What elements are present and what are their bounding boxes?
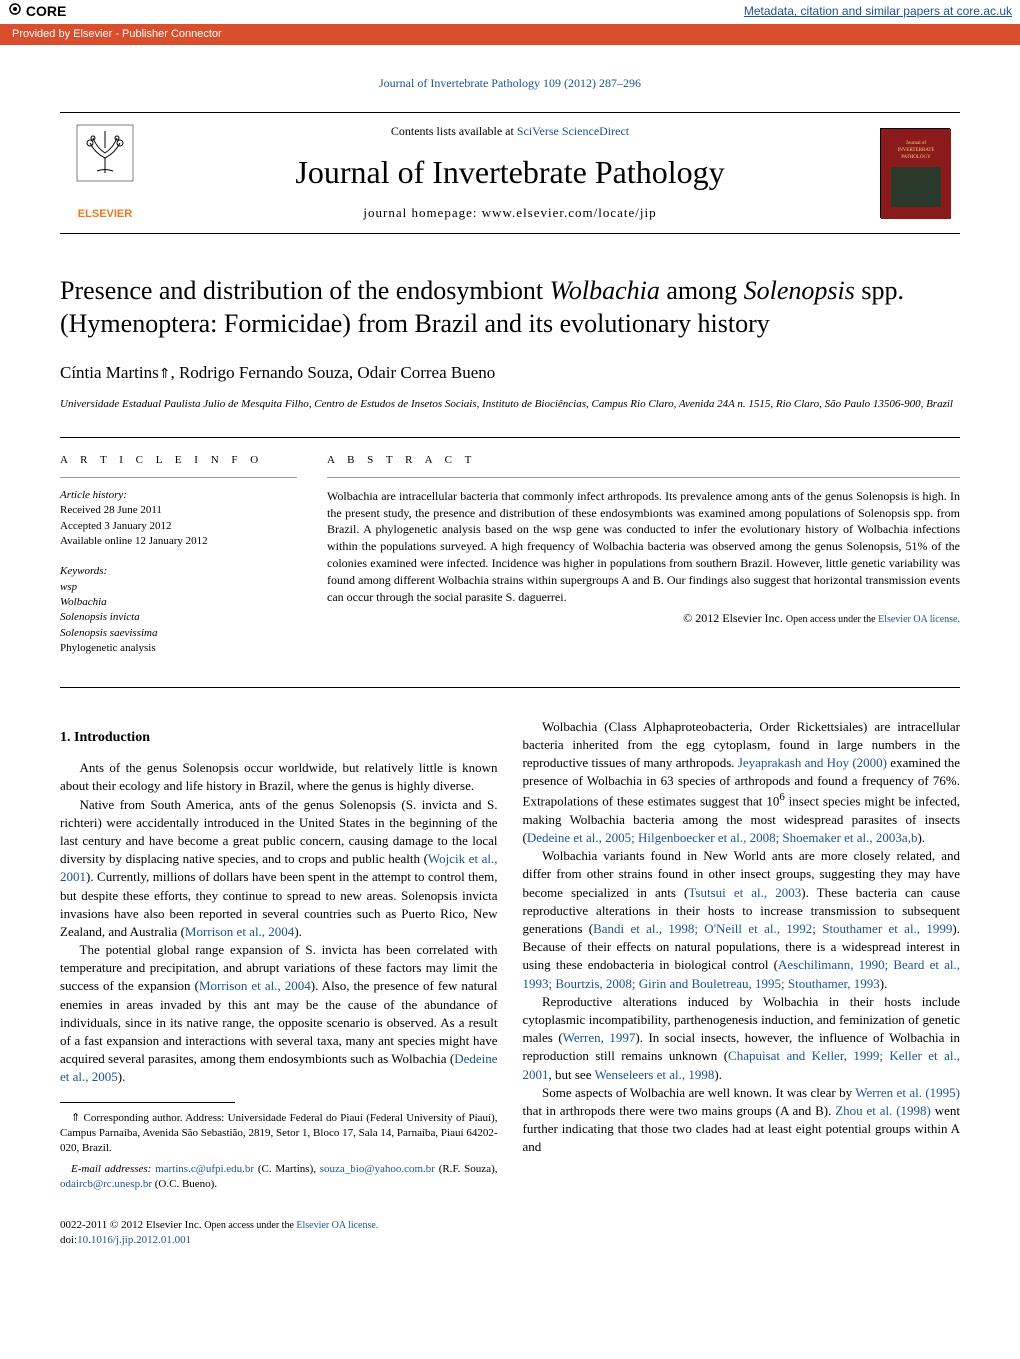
email-footnote: E-mail addresses: martins.c@ufpi.edu.br … xyxy=(60,1162,498,1193)
journal-reference: Journal of Invertebrate Pathology 109 (2… xyxy=(60,75,960,92)
keywords: Keywords: wsp Wolbachia Solenopsis invic… xyxy=(60,564,297,656)
core-bar: CORE Metadata, citation and similar pape… xyxy=(0,0,1020,24)
journal-cover-box: Journal of INVERTEBRATE PATHOLOGY xyxy=(870,113,960,233)
article-info-header: A R T I C L E I N F O xyxy=(60,453,297,477)
cite-link[interactable]: Wenseleers et al., 1998 xyxy=(594,1067,714,1082)
abstract-header: A B S T R A C T xyxy=(327,453,960,477)
p3: The potential global range expansion of … xyxy=(60,941,498,1087)
svg-text:INVERTEBRATE: INVERTEBRATE xyxy=(898,148,935,153)
elsevier-tree-icon xyxy=(75,123,135,183)
rp1: Wolbachia (Class Alphaproteobacteria, Or… xyxy=(523,718,961,848)
cite-link[interactable]: Morrison et al., 2004 xyxy=(185,924,294,939)
p2: Native from South America, ants of the g… xyxy=(60,796,498,942)
rp4: Some aspects of Wolbachia are well known… xyxy=(523,1084,961,1157)
elsevier-logo-box: ELSEVIER xyxy=(60,113,150,233)
bottom-license-link[interactable]: Elsevier OA license. xyxy=(296,1220,378,1231)
abstract-text: Wolbachia are intracellular bacteria tha… xyxy=(327,488,960,606)
svg-text:Journal of: Journal of xyxy=(906,141,926,146)
affiliation: Universidade Estadual Paulista Julio de … xyxy=(60,397,960,412)
provided-by-bar: Provided by Elsevier - Publisher Connect… xyxy=(0,24,1020,45)
license-link[interactable]: Elsevier OA license. xyxy=(878,614,960,625)
intro-heading: 1. Introduction xyxy=(60,728,498,748)
corresponding-footnote: ⇑ Corresponding author. Address: Univers… xyxy=(60,1111,498,1157)
info-abstract-row: A R T I C L E I N F O Article history: R… xyxy=(60,437,960,687)
journal-header: ELSEVIER Contents lists available at Sci… xyxy=(60,112,960,234)
elsevier-text: ELSEVIER xyxy=(78,207,132,222)
abstract: A B S T R A C T Wolbachia are intracellu… xyxy=(312,438,960,686)
cite-link[interactable]: Werren et al. (1995) xyxy=(855,1085,960,1100)
homepage-line: journal homepage: www.elsevier.com/locat… xyxy=(160,204,860,222)
article-history: Article history: Received 28 June 2011 A… xyxy=(60,488,297,550)
cite-link[interactable]: Dedeine et al., 2005; Hilgenboecker et a… xyxy=(527,830,918,845)
rp2: Wolbachia variants found in New World an… xyxy=(523,847,961,993)
p1: Ants of the genus Solenopsis occur world… xyxy=(60,759,498,795)
doi-link[interactable]: 10.1016/j.jip.2012.01.001 xyxy=(77,1234,191,1246)
rp3: Reproductive alterations induced by Wolb… xyxy=(523,993,961,1084)
left-column: 1. Introduction Ants of the genus Soleno… xyxy=(60,718,498,1193)
cite-link[interactable]: Bandi et al., 1998; O'Neill et al., 1992… xyxy=(593,921,952,936)
cite-link[interactable]: Jeyaprakash and Hoy (2000) xyxy=(738,755,887,770)
authors: Cíntia Martins⇑, Rodrigo Fernando Souza,… xyxy=(60,361,960,385)
journal-title: Journal of Invertebrate Pathology xyxy=(160,150,860,195)
cite-link[interactable]: Morrison et al., 2004 xyxy=(199,978,311,993)
cite-link[interactable]: Zhou et al. (1998) xyxy=(835,1103,931,1118)
sciencedirect-link[interactable]: SciVerse ScienceDirect xyxy=(517,124,629,138)
article-title: Presence and distribution of the endosym… xyxy=(60,274,960,342)
footnote-separator xyxy=(60,1102,235,1103)
contents-line: Contents lists available at SciVerse Sci… xyxy=(160,123,860,140)
header-center: Contents lists available at SciVerse Sci… xyxy=(150,113,870,233)
journal-cover-image: Journal of INVERTEBRATE PATHOLOGY xyxy=(880,128,950,218)
email-link[interactable]: odaircb@rc.unesp.br xyxy=(60,1178,152,1190)
bottom-info: 0022-2011 © 2012 Elsevier Inc. Open acce… xyxy=(60,1218,960,1249)
article-info: A R T I C L E I N F O Article history: R… xyxy=(60,438,312,686)
email-link[interactable]: martins.c@ufpi.edu.br xyxy=(155,1163,254,1175)
body-columns: 1. Introduction Ants of the genus Soleno… xyxy=(60,718,960,1193)
right-column: Wolbachia (Class Alphaproteobacteria, Or… xyxy=(523,718,961,1193)
core-icon xyxy=(8,2,22,16)
email-link[interactable]: souza_bio@yahoo.com.br xyxy=(320,1163,435,1175)
copyright-line: © 2012 Elsevier Inc. Open access under t… xyxy=(327,610,960,627)
cite-link[interactable]: Tsutsui et al., 2003 xyxy=(688,885,801,900)
svg-text:PATHOLOGY: PATHOLOGY xyxy=(901,155,931,160)
core-metadata-link[interactable]: Metadata, citation and similar papers at… xyxy=(744,3,1012,20)
cite-link[interactable]: Werren, 1997 xyxy=(563,1030,636,1045)
core-logo: CORE xyxy=(8,2,66,22)
homepage-url[interactable]: www.elsevier.com/locate/jip xyxy=(482,205,657,220)
